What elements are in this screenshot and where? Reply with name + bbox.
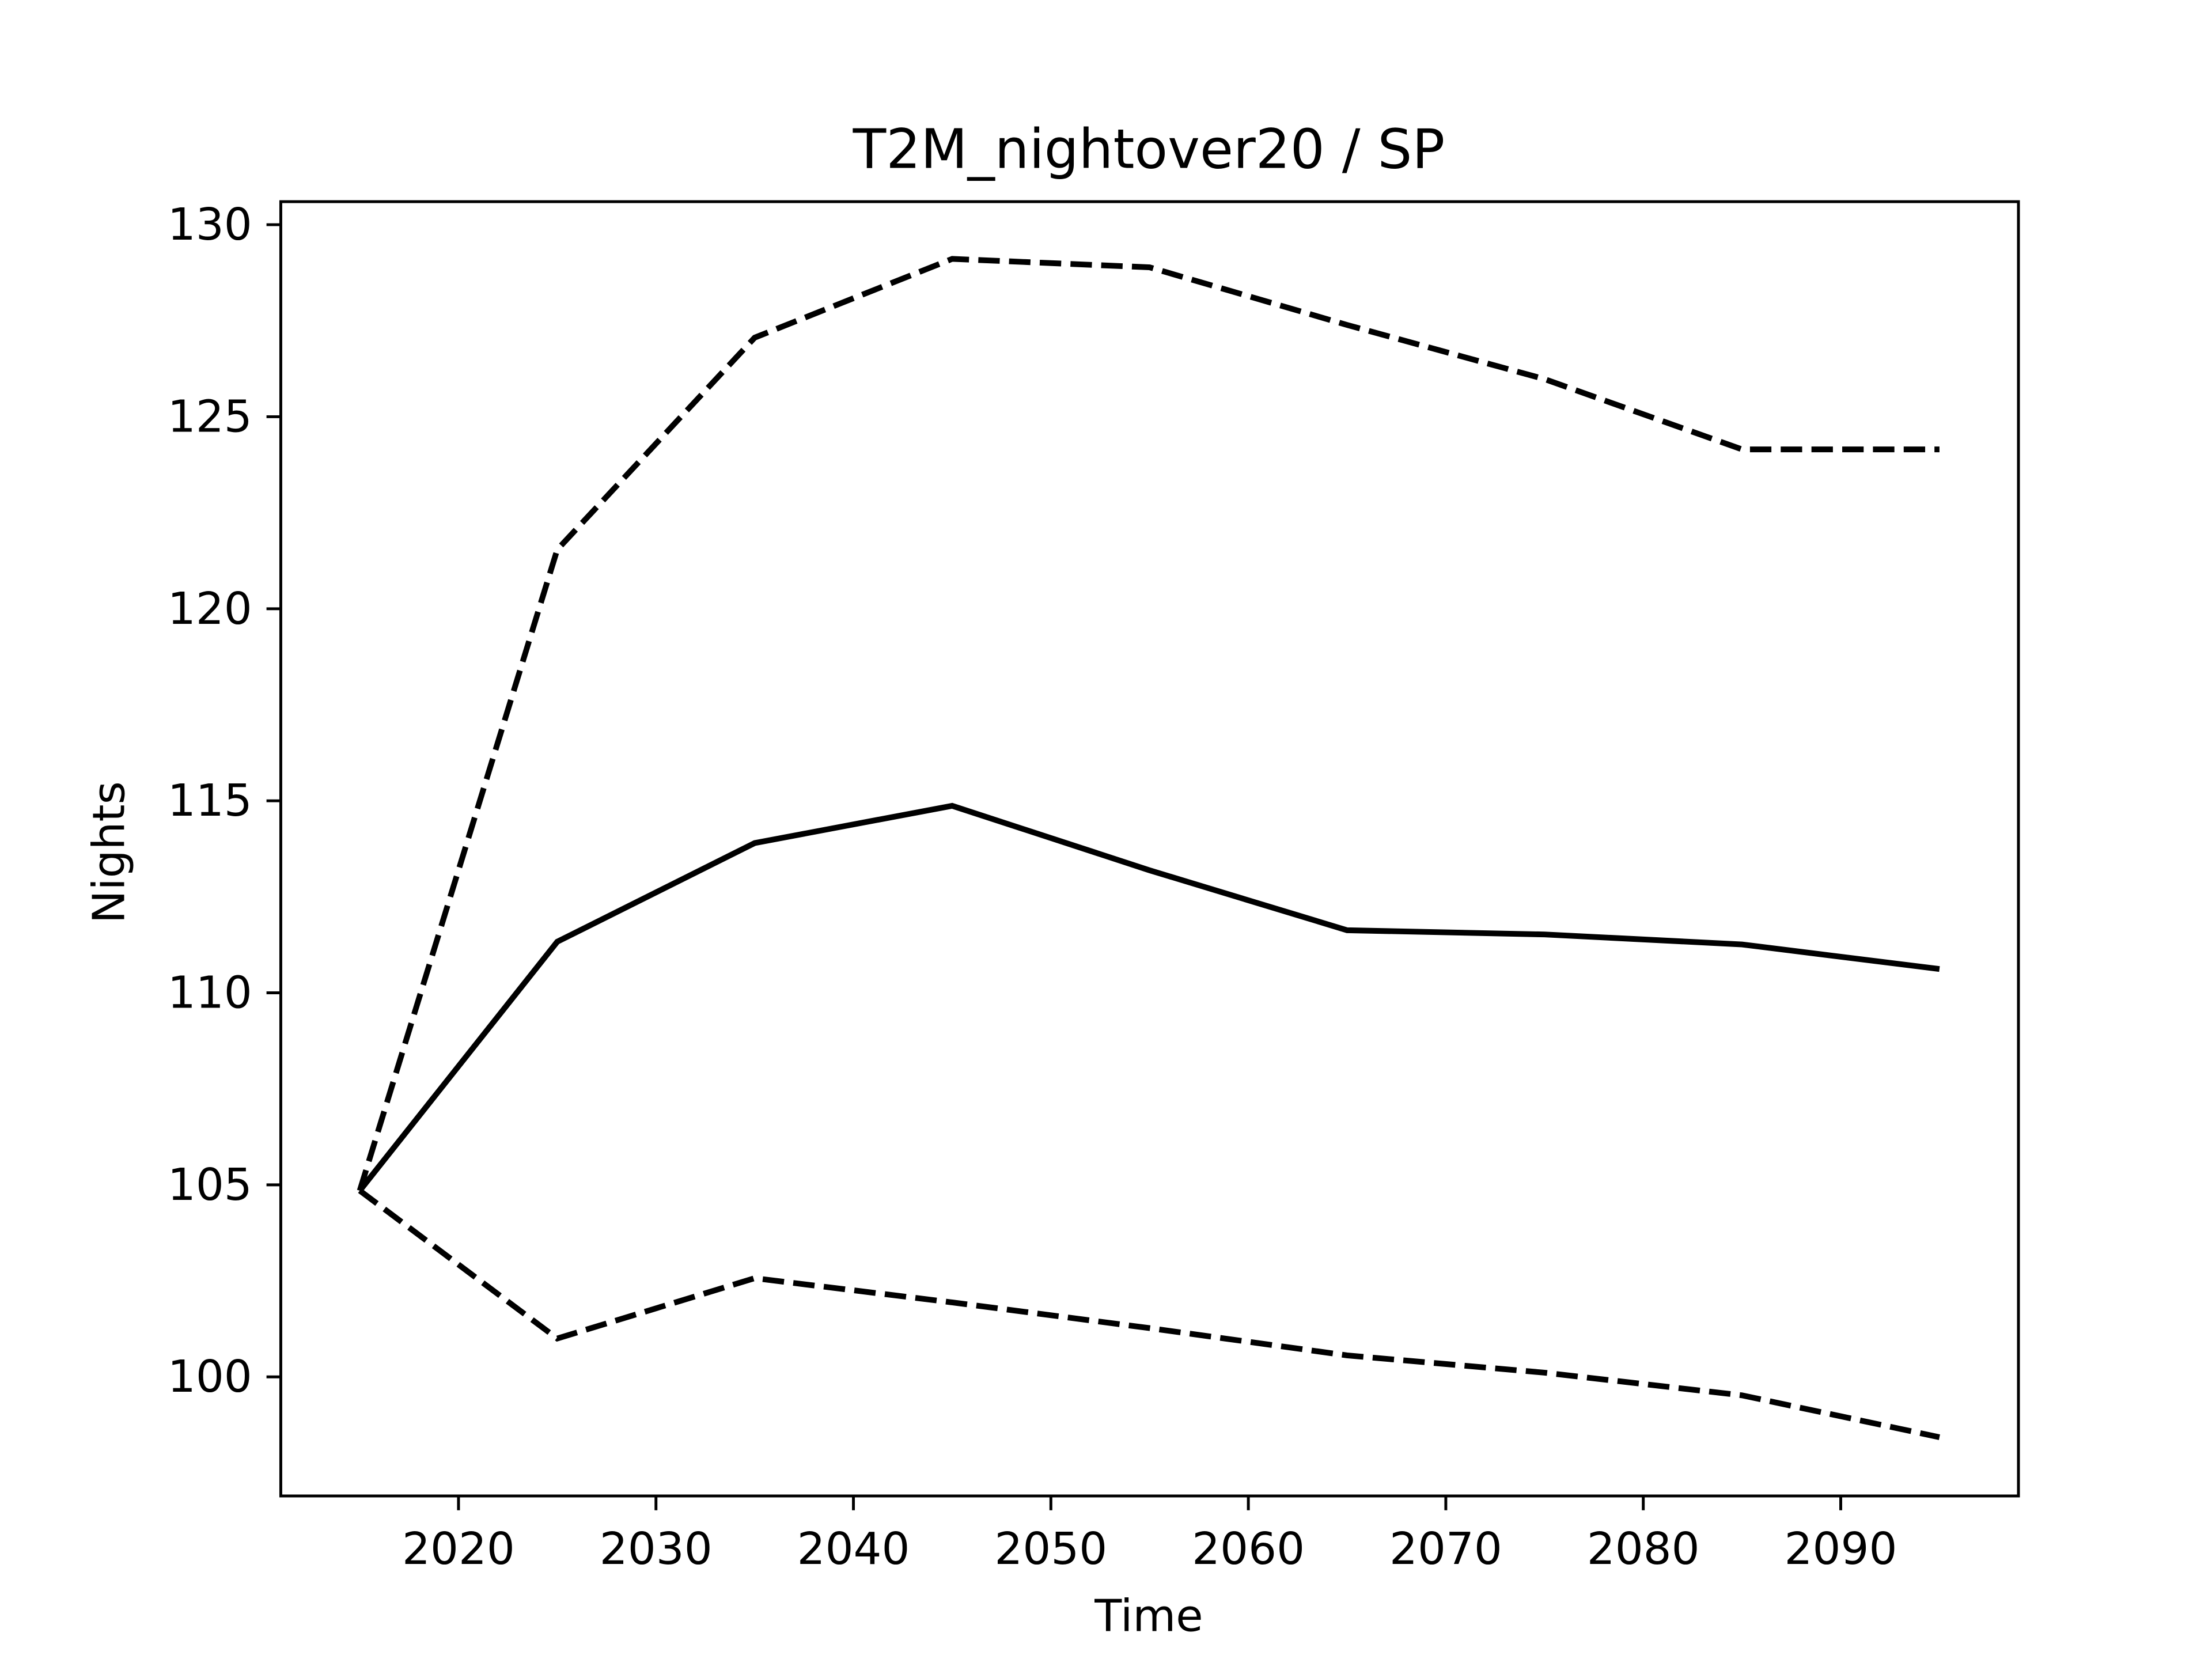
x-tick-label: 2050: [994, 1524, 1107, 1575]
y-tick-label: 105: [168, 1160, 252, 1211]
x-tick-label: 2090: [1785, 1524, 1897, 1575]
line-series: [357, 256, 1940, 1192]
line-series: [357, 802, 1940, 1192]
x-tick-label: 2080: [1587, 1524, 1700, 1575]
y-tick-label: 115: [168, 775, 252, 827]
y-tick-label: 125: [168, 391, 252, 442]
y-axis-label: Nights: [84, 781, 135, 923]
y-tick-label: 110: [168, 967, 252, 1018]
y-tick-label: 120: [168, 584, 252, 635]
x-tick-label: 2030: [600, 1524, 713, 1575]
x-tick-label: 2070: [1389, 1524, 1502, 1575]
x-tick-label: 2060: [1192, 1524, 1305, 1575]
plot-frame: [279, 200, 2020, 1498]
x-axis-label: Time: [1094, 1590, 1203, 1642]
line-series: [358, 1188, 1940, 1440]
x-tick-label: 2040: [797, 1524, 910, 1575]
y-tick-label: 100: [168, 1351, 252, 1403]
y-tick-label: 130: [168, 199, 252, 251]
chart-title: T2M_nightover20 / SP: [853, 118, 1445, 181]
x-tick-label: 2020: [402, 1524, 515, 1575]
